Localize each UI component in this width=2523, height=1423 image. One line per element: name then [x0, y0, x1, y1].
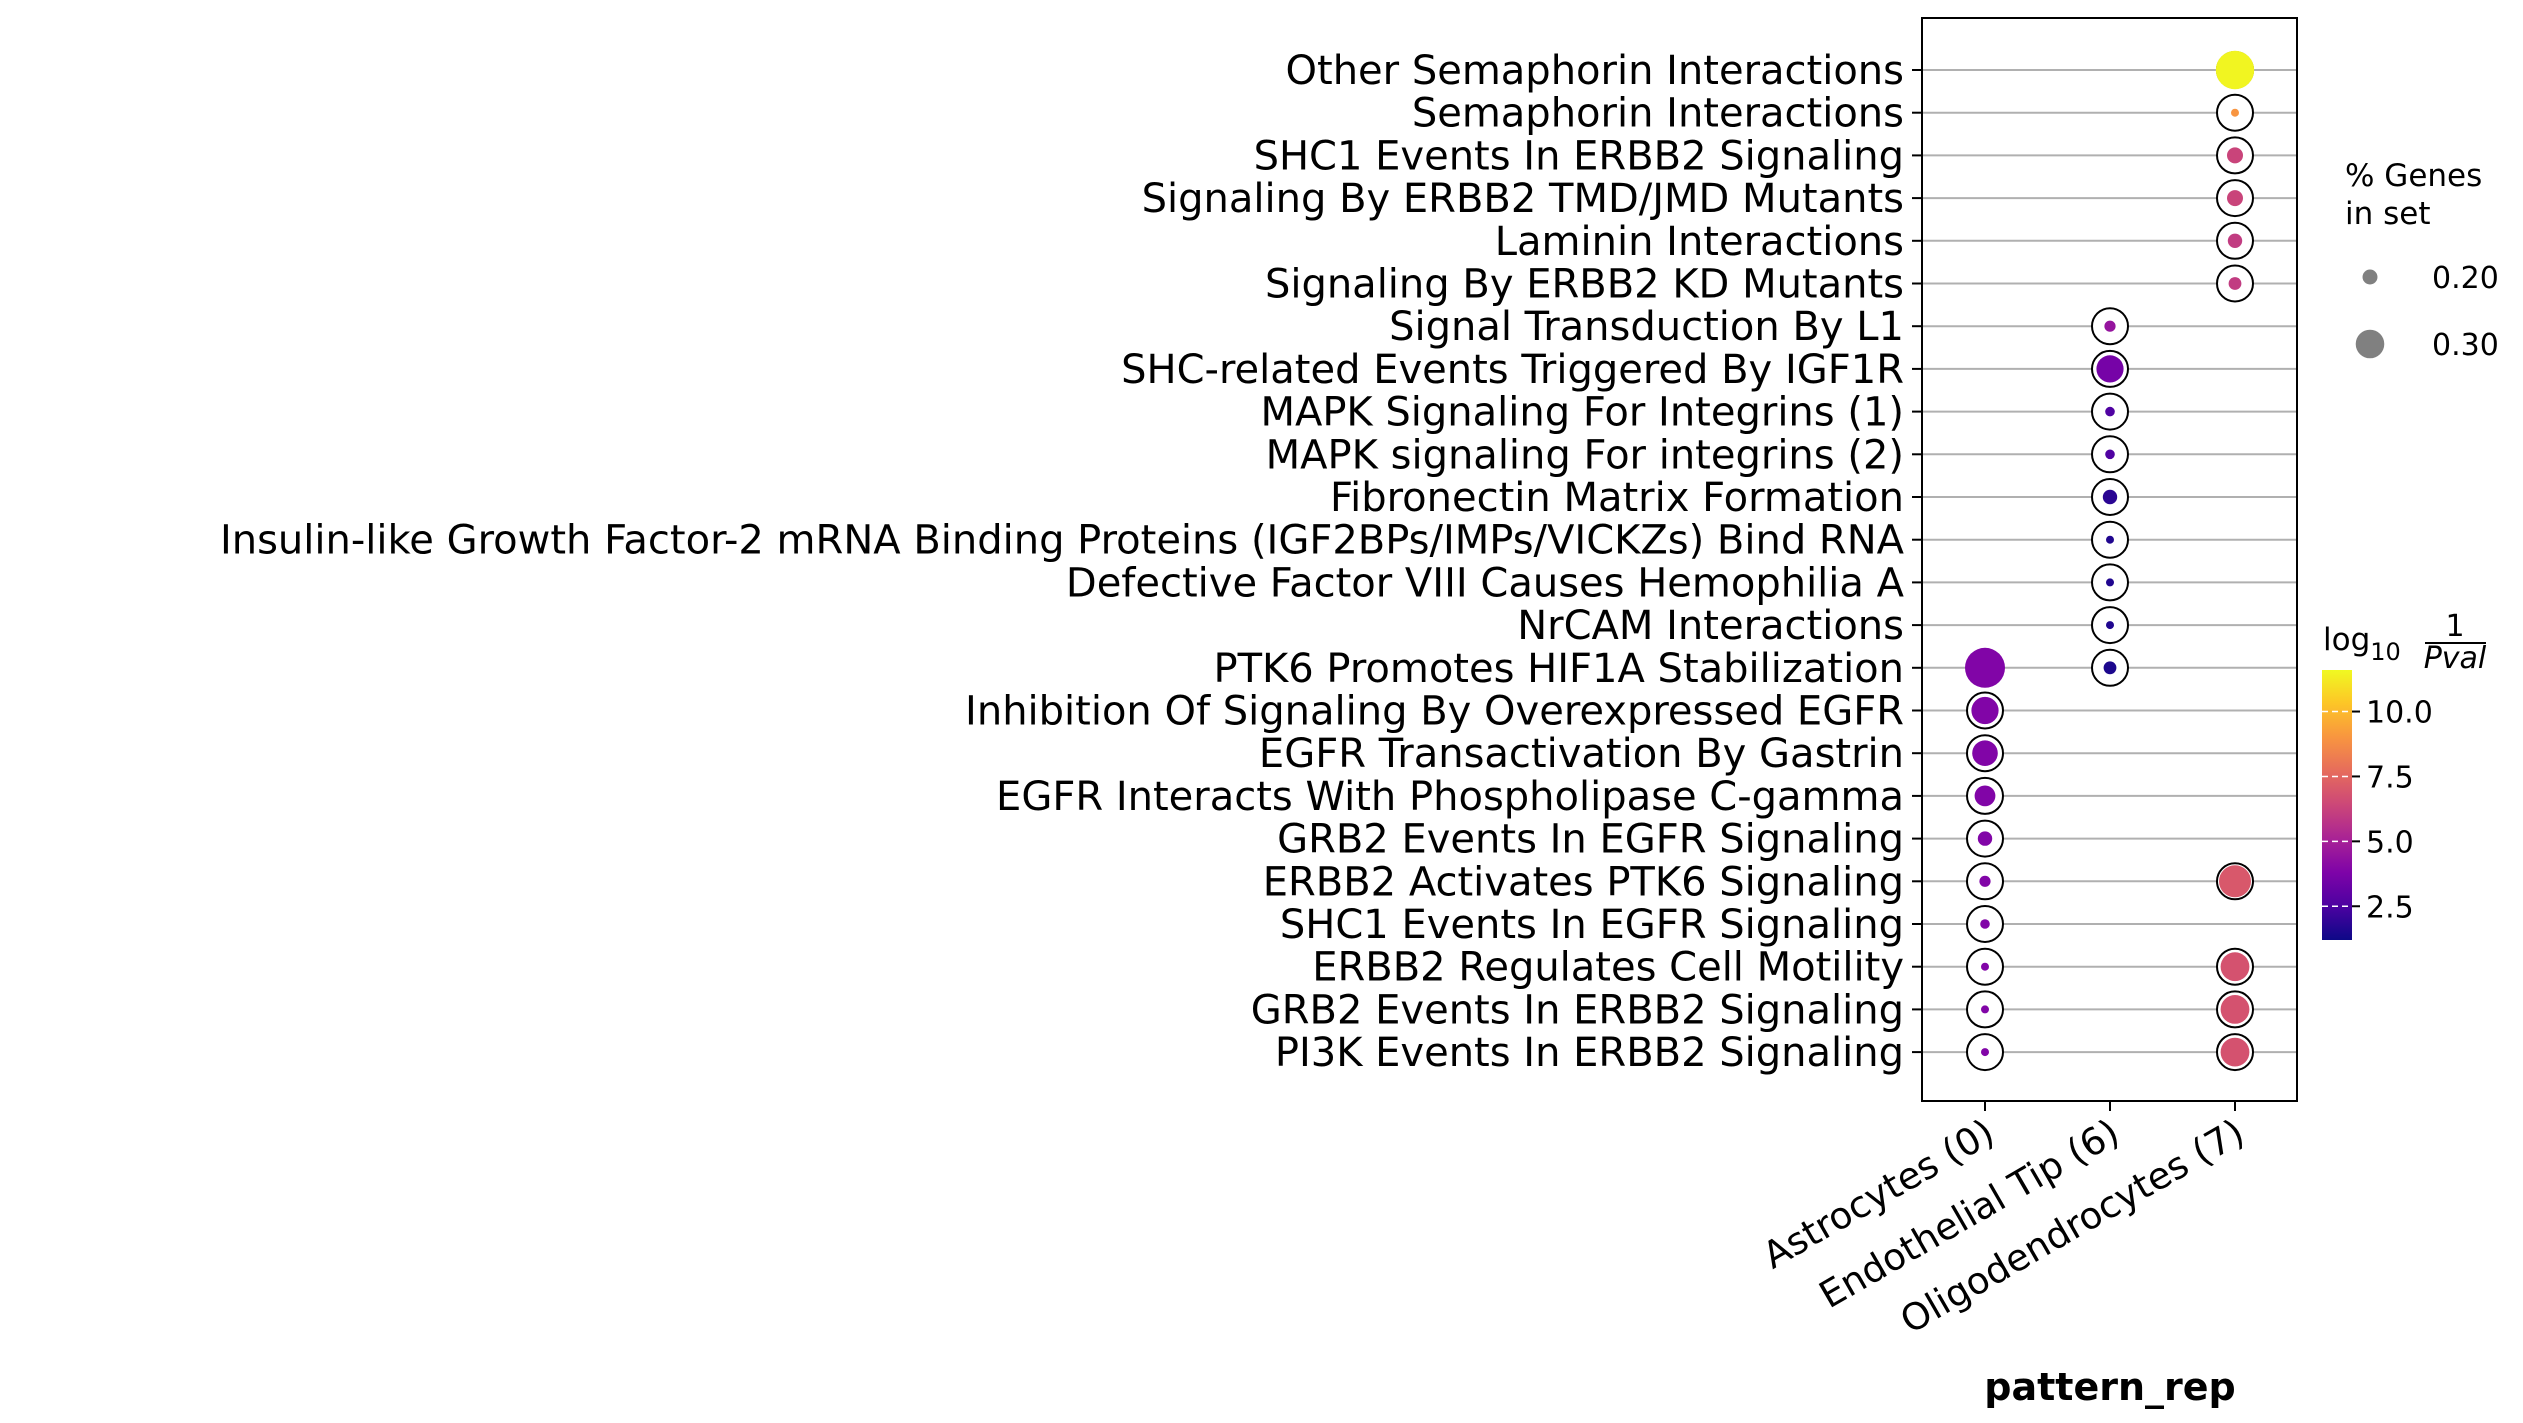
color-legend: log10 1 Pval 2.5 5.0 7.5 10.0	[2322, 609, 2487, 940]
dot	[1981, 1048, 1989, 1057]
row-label: GRB2 Events In ERBB2 Signaling	[1251, 987, 1904, 1033]
dot	[1965, 647, 2005, 688]
dot	[2105, 449, 2115, 460]
dots	[1965, 50, 2255, 1072]
size-legend: % Genes in set 0.20 0.30	[2345, 158, 2499, 363]
row-label: ERBB2 Regulates Cell Motility	[1312, 945, 1904, 991]
row-label: Inhibition Of Signaling By Overexpressed…	[965, 689, 1904, 735]
colorbar-tick-label: 10.0	[2366, 696, 2433, 731]
row-label: NrCAM Interactions	[1517, 603, 1904, 649]
row-label: GRB2 Events In EGFR Signaling	[1277, 817, 1904, 863]
row-label: EGFR Interacts With Phospholipase C-gamm…	[996, 774, 1904, 820]
row-label: PI3K Events In ERBB2 Signaling	[1275, 1030, 1904, 1076]
dot	[2106, 535, 2114, 544]
row-label: Laminin Interactions	[1495, 219, 1904, 265]
dot	[1979, 875, 1991, 887]
size-legend-label: 0.20	[2432, 261, 2499, 296]
dot	[2231, 108, 2239, 117]
column-labels: Astrocytes (0)Endothelial Tip (6)Oligode…	[1756, 1101, 2252, 1342]
row-label: Defective Factor VIII Causes Hemophilia …	[1066, 560, 1905, 606]
dot	[2227, 190, 2243, 207]
dot	[1977, 831, 1993, 846]
dot	[2227, 233, 2243, 248]
dot	[2102, 489, 2118, 505]
size-legend-dot	[2362, 269, 2378, 285]
row-label: Semaphorin Interactions	[1412, 91, 1904, 137]
x-axis-title: pattern_rep	[1984, 1365, 2235, 1409]
row-label: MAPK signaling For integrins (2)	[1266, 432, 1904, 478]
row-label: Signaling By ERBB2 TMD/JMD Mutants	[1142, 176, 1904, 222]
row-label: ERBB2 Activates PTK6 Signaling	[1263, 859, 1904, 905]
color-legend-title: log10	[2323, 622, 2401, 666]
row-label: Insulin-like Growth Factor-2 mRNA Bindin…	[220, 518, 1905, 564]
size-legend-dot	[2355, 329, 2385, 359]
row-label: MAPK Signaling For Integrins (1)	[1260, 390, 1904, 436]
dot	[1972, 740, 1998, 766]
row-label: Signaling By ERBB2 KD Mutants	[1265, 262, 1904, 308]
dot	[2104, 320, 2116, 332]
size-legend-label: 0.30	[2432, 328, 2499, 363]
dot	[2227, 147, 2243, 164]
row-labels: Other Semaphorin InteractionsSemaphorin …	[220, 48, 1905, 1076]
colorbar-tick-label: 2.5	[2366, 890, 2414, 925]
dot	[2105, 406, 2115, 417]
dot	[1980, 919, 1990, 929]
dot	[2215, 50, 2255, 90]
color-legend-title-numerator: 1	[2445, 609, 2464, 644]
row-label: PTK6 Promotes HIF1A Stabilization	[1213, 646, 1904, 692]
dot	[2219, 865, 2251, 898]
row-label: SHC1 Events In EGFR Signaling	[1280, 902, 1904, 948]
row-label: Signal Transduction By L1	[1389, 304, 1904, 350]
dot	[2096, 355, 2124, 383]
dot	[2106, 621, 2114, 630]
dot	[2228, 277, 2242, 290]
row-label: Other Semaphorin Interactions	[1286, 48, 1904, 94]
row-ticks	[1912, 69, 1922, 1054]
colorbar-tick-label: 5.0	[2366, 825, 2414, 860]
dot	[2220, 1037, 2250, 1067]
row-label: Fibronectin Matrix Formation	[1330, 475, 1904, 521]
dot	[1981, 962, 1989, 971]
dot	[1974, 785, 1996, 807]
color-legend-title-denominator: Pval	[2424, 641, 2487, 676]
row-label: EGFR Transactivation By Gastrin	[1259, 731, 1904, 777]
colorbar-tick-label: 7.5	[2366, 760, 2414, 795]
dot	[2106, 578, 2114, 587]
dot	[1971, 696, 1999, 725]
dot	[2220, 952, 2250, 982]
dot	[2103, 661, 2117, 675]
colorbar	[2322, 670, 2352, 940]
row-grid-lines	[1922, 69, 2297, 1054]
dot	[2220, 995, 2250, 1024]
dot	[1981, 1005, 1989, 1014]
row-label: SHC-related Events Triggered By IGF1R	[1121, 347, 1904, 393]
size-legend-title-line-1: % Genes	[2345, 158, 2482, 194]
row-label: SHC1 Events In ERBB2 Signaling	[1254, 133, 1904, 179]
size-legend-title-line-2: in set	[2345, 196, 2431, 232]
